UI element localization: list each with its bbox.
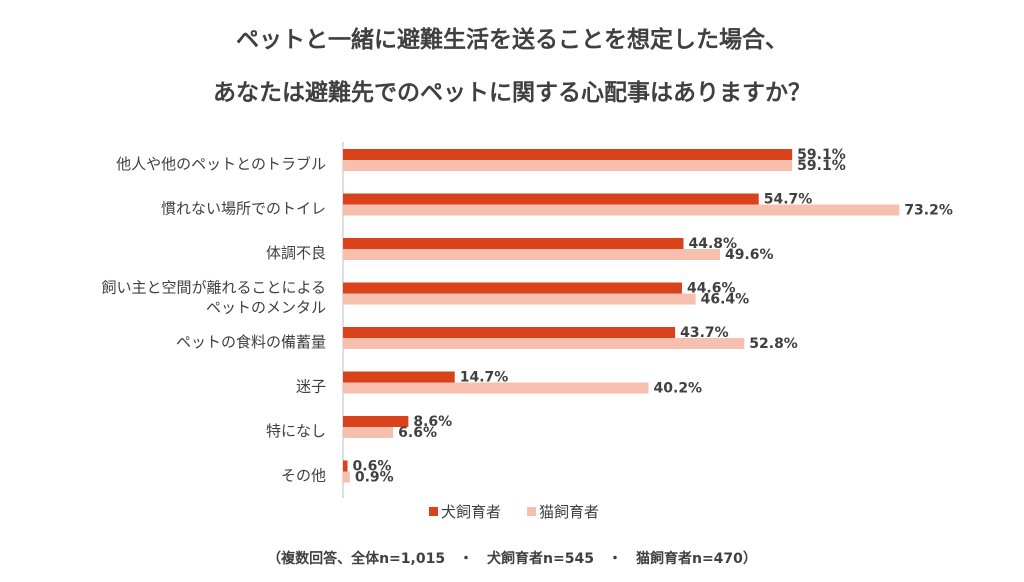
- chart-title-line2: あなたは避難先でのペットに関する心配事はありますか？: [213, 80, 811, 106]
- cat-bar: [343, 160, 793, 171]
- dog-bar: [343, 149, 793, 160]
- data-label: 0.6%: [353, 459, 392, 475]
- data-label: 46.4%: [701, 292, 750, 308]
- legend-swatch-dog: [429, 507, 438, 516]
- data-label: 43.7%: [680, 325, 729, 341]
- category-label: ペットのメンタル: [206, 299, 326, 317]
- legend-label: 犬飼育者: [441, 503, 501, 521]
- data-label: 40.2%: [654, 381, 703, 397]
- data-label: 59.1%: [797, 147, 846, 163]
- legend-swatch-cat: [527, 507, 536, 516]
- cat-bar: [343, 293, 696, 305]
- data-label: 54.7%: [764, 192, 813, 208]
- dog-bar: [343, 460, 348, 472]
- category-label: ペットの食料の備蓄量: [176, 333, 326, 351]
- data-label: 52.8%: [749, 336, 798, 352]
- category-label: 迷子: [296, 378, 326, 396]
- cat-bar: [343, 249, 720, 260]
- data-label: 73.2%: [904, 203, 953, 219]
- category-label: 体調不良: [266, 244, 326, 262]
- cat-bar: [343, 204, 900, 216]
- data-label: 44.8%: [688, 236, 737, 252]
- chart-title-line1: ペットと一緒に避難生活を送ることを想定した場合、: [236, 27, 788, 53]
- sample-size-footnote: （複数回答、全体n=1,015 ・ 犬飼育者n=545 ・ 猫飼育者n=470）: [267, 551, 757, 567]
- dog-bar: [343, 282, 682, 294]
- data-label: 6.6%: [398, 425, 437, 441]
- data-label: 49.6%: [725, 247, 774, 263]
- dog-bar: [343, 238, 684, 249]
- dog-bar: [343, 416, 409, 427]
- category-label: 飼い主と空間が離れることによる: [101, 279, 326, 297]
- data-label: 14.7%: [460, 370, 509, 386]
- dog-bar: [343, 193, 759, 205]
- category-label: 慣れない場所でのトイレ: [161, 200, 326, 218]
- dog-bar: [343, 371, 455, 383]
- cat-bar: [343, 427, 394, 438]
- category-label: その他: [281, 467, 326, 485]
- dog-bar: [343, 327, 676, 338]
- legend-label: 猫飼育者: [539, 503, 599, 521]
- data-label: 44.6%: [687, 281, 736, 297]
- cat-bar: [343, 338, 745, 349]
- category-label: 特になし: [266, 422, 326, 440]
- cat-bar: [343, 382, 649, 394]
- cat-bar: [343, 471, 350, 483]
- data-label: 59.1%: [797, 158, 846, 174]
- data-label: 0.9%: [355, 470, 394, 486]
- category-label: 他人や他のペットとのトラブル: [116, 155, 326, 173]
- data-label: 8.6%: [413, 414, 452, 430]
